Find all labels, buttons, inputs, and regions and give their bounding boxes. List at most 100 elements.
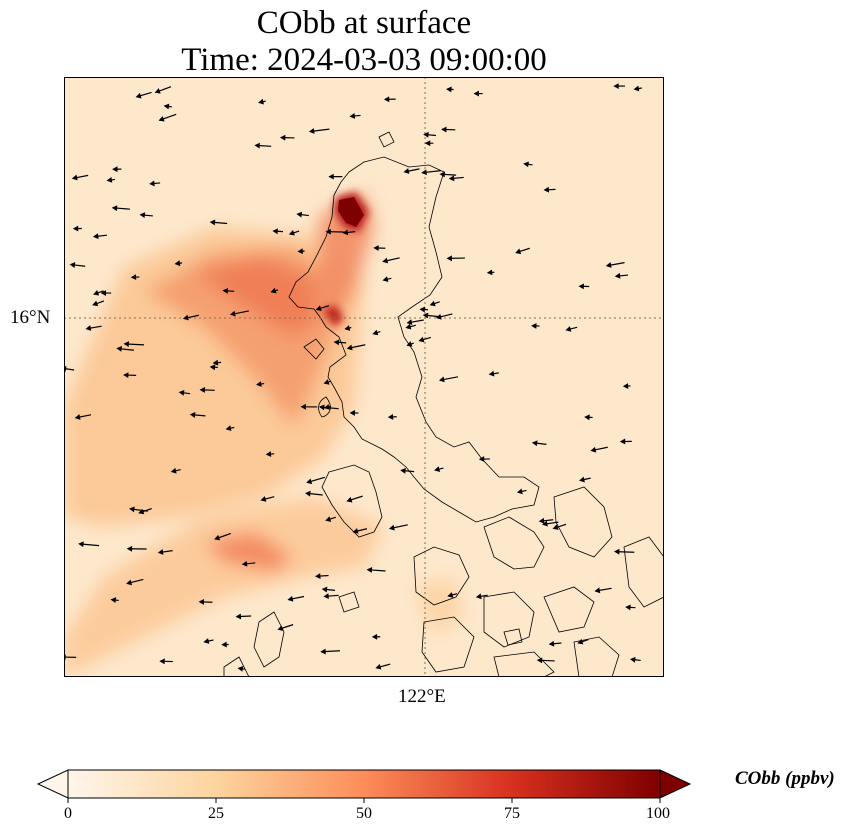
wind-arrow-head — [446, 86, 452, 93]
wind-arrow-head — [126, 545, 133, 552]
wind-arrow-head — [629, 656, 636, 663]
map-frame — [64, 77, 664, 677]
wind-arrow-head — [225, 425, 232, 432]
colorbar-label: CObb (ppbv) — [735, 768, 835, 789]
wind-arrow-head — [488, 370, 495, 377]
wind-arrow-head — [403, 168, 410, 174]
wind-arrow-head — [154, 88, 161, 94]
map-canvas[interactable] — [64, 77, 664, 677]
wind-arrow-head — [260, 496, 267, 502]
wind-arrow-head — [349, 113, 356, 119]
wind-arrow-head — [315, 573, 321, 579]
wind-arrow-head — [536, 657, 543, 664]
wind-arrow-head — [209, 219, 216, 226]
wind-arrow-head — [405, 323, 412, 330]
wind-arrow-head — [221, 641, 227, 648]
wind-arrow-head — [439, 171, 446, 178]
wind-arrow-head — [265, 451, 272, 457]
wind-arrow-head — [325, 516, 332, 522]
wind-arrow-head — [473, 90, 479, 97]
wind-arrow-head — [373, 245, 379, 251]
wind-arrow-head — [418, 336, 425, 343]
wind-arrow-head — [383, 96, 390, 103]
wind-arrow-head — [424, 140, 431, 147]
colorbar-extend-low — [36, 769, 69, 799]
wind-arrow-head — [318, 404, 325, 411]
wind-arrow-head — [605, 262, 612, 268]
wind-arrow-head — [441, 126, 447, 133]
wind-arrow-head — [74, 414, 81, 420]
wind-arrow-head — [344, 325, 351, 331]
wind-arrow-head — [429, 300, 436, 307]
wind-arrow-head — [254, 142, 260, 149]
wind-arrow-head — [92, 233, 99, 240]
wind-arrow-head — [199, 386, 206, 393]
wind-arrow-head — [100, 290, 107, 296]
wind-arrow-head — [400, 467, 406, 474]
wind-arrow-head — [375, 663, 382, 670]
wind-arrow-head — [320, 648, 326, 655]
plume-southeast-faint — [414, 577, 464, 637]
plume-south-broad — [64, 497, 384, 677]
wind-arrow-head — [315, 305, 322, 312]
wind-arrow-head — [614, 548, 620, 555]
wind-arrow-head — [174, 260, 181, 267]
wind-arrow-head — [423, 131, 429, 138]
wind-arrow-head — [346, 496, 353, 503]
wind-arrow-head — [447, 592, 454, 598]
wind-arrow-head — [229, 310, 236, 317]
wind-arrow-head — [565, 326, 572, 332]
wind-arrow-head — [272, 228, 278, 235]
wind-arrow-head — [209, 364, 216, 371]
hotspot-north-core — [338, 197, 364, 227]
wind-arrow-head — [543, 186, 550, 193]
map-panel[interactable] — [64, 77, 664, 677]
wind-arrow-head — [116, 345, 122, 352]
wind-arrow-head — [212, 359, 219, 366]
wind-arrow-head — [523, 161, 529, 168]
wind-arrow-head — [235, 613, 242, 620]
wind-arrow-head — [277, 625, 284, 631]
wind-arrow-head — [106, 176, 113, 183]
wind-arrow-head — [590, 446, 597, 453]
concentration-field — [64, 192, 464, 677]
wind-arrow-head — [214, 534, 221, 541]
wind-arrow-head — [321, 586, 328, 593]
wind-arrow-head — [85, 325, 92, 331]
colorbar-tick-label-50: 50 — [356, 805, 372, 822]
wind-arrow-head — [387, 414, 394, 420]
wind-arrow-head — [308, 128, 315, 134]
wind-arrow-head — [288, 229, 295, 236]
wind-arrow-head — [346, 344, 353, 351]
wind-arrow-head — [258, 98, 264, 105]
wind-arrow-head — [421, 169, 427, 176]
plume-west-inner — [194, 257, 319, 337]
coastline-visayas — [223, 131, 664, 677]
wind-arrow-head — [613, 83, 619, 90]
wind-arrow-head — [516, 488, 523, 495]
wind-arrow-head — [323, 593, 329, 600]
wind-arrow-head — [130, 274, 137, 281]
colorbar-tick-label-0: 0 — [64, 805, 72, 822]
colorbar-tick-label-75: 75 — [504, 805, 520, 822]
wind-arrow-head — [139, 212, 146, 219]
wind-arrow-head — [372, 329, 379, 336]
wind-arrow-head — [287, 595, 294, 602]
wind-arrow-head — [306, 478, 313, 485]
wind-arrow-head — [157, 549, 164, 555]
wind-arrow-head — [438, 376, 445, 383]
wind-arrow-head — [92, 300, 99, 307]
wind-arrow-head — [305, 490, 311, 497]
wind-arrow-head — [584, 414, 590, 421]
wind-arrow-head — [478, 456, 485, 463]
wind-arrow-head — [241, 560, 248, 567]
wind-arrow-head — [300, 403, 306, 410]
wind-arrow-head — [270, 287, 277, 294]
wind-arrow-head — [159, 658, 165, 665]
wind-arrow-head — [324, 404, 330, 410]
wind-arrow-head — [531, 440, 538, 447]
wind-arrow-head — [93, 290, 100, 296]
wind-arrow-head — [158, 116, 165, 122]
wind-arrow-head — [111, 205, 118, 212]
wind-arrow-head — [515, 248, 522, 255]
